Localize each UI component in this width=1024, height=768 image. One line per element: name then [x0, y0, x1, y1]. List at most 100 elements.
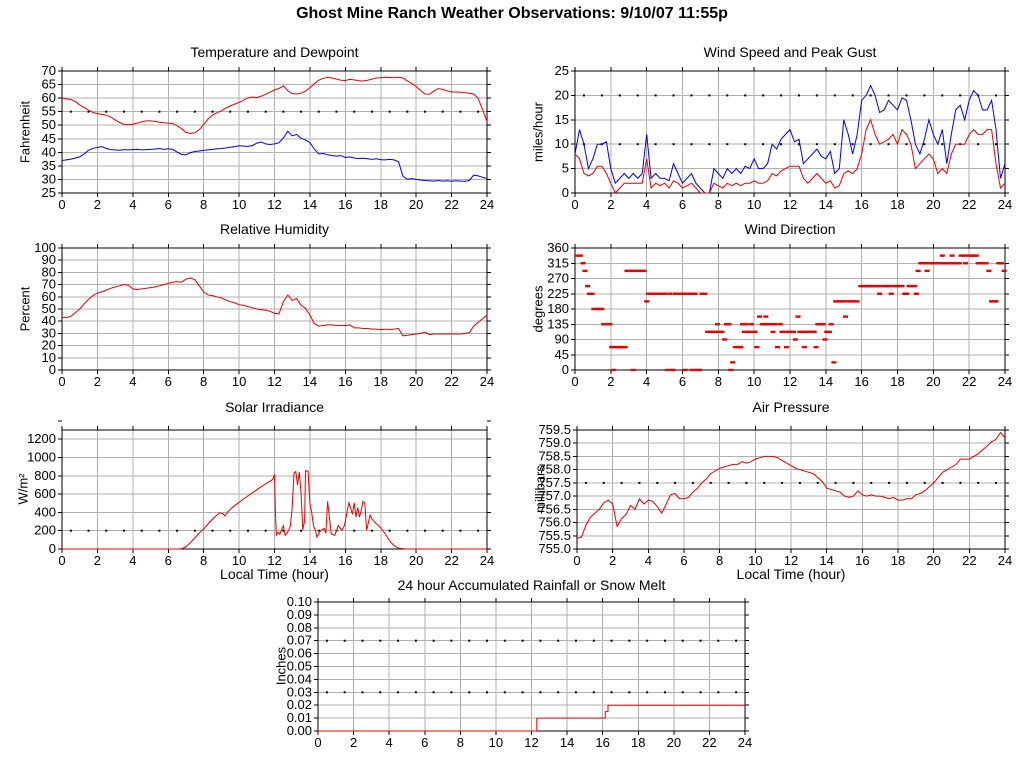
- svg-text:16: 16: [338, 553, 352, 568]
- wind-direction-chart-title: Wind Direction: [744, 221, 836, 237]
- svg-text:2: 2: [609, 553, 616, 568]
- svg-text:400: 400: [34, 504, 56, 519]
- svg-text:20: 20: [926, 197, 940, 212]
- svg-text:200: 200: [34, 523, 56, 538]
- svg-text:10: 10: [489, 735, 503, 750]
- svg-text:12: 12: [267, 197, 281, 212]
- svg-text:24: 24: [480, 374, 494, 389]
- svg-text:16: 16: [338, 374, 352, 389]
- svg-text:24: 24: [998, 553, 1012, 568]
- svg-text:16: 16: [854, 374, 868, 389]
- rainfall-chart-title: 24 hour Accumulated Rainfall or Snow Mel…: [397, 577, 666, 593]
- svg-text:20: 20: [409, 553, 423, 568]
- svg-text:8: 8: [715, 374, 722, 389]
- svg-text:8: 8: [457, 735, 464, 750]
- svg-text:4: 4: [129, 374, 136, 389]
- svg-text:756.5: 756.5: [538, 501, 571, 516]
- svg-text:0: 0: [58, 553, 65, 568]
- svg-text:10: 10: [232, 197, 246, 212]
- svg-text:0: 0: [562, 362, 569, 377]
- svg-text:1000: 1000: [27, 449, 56, 464]
- svg-text:20: 20: [409, 374, 423, 389]
- svg-text:758.0: 758.0: [538, 462, 571, 477]
- svg-text:70: 70: [42, 63, 56, 78]
- svg-text:2: 2: [350, 735, 357, 750]
- svg-text:10: 10: [232, 553, 246, 568]
- svg-text:70: 70: [42, 277, 56, 292]
- svg-text:20: 20: [409, 197, 423, 212]
- svg-text:0.01: 0.01: [287, 710, 312, 725]
- svg-text:8: 8: [715, 197, 722, 212]
- svg-text:0: 0: [58, 374, 65, 389]
- svg-text:18: 18: [890, 197, 904, 212]
- svg-text:8: 8: [200, 374, 207, 389]
- wind-speed-chart-title: Wind Speed and Peak Gust: [703, 44, 877, 60]
- svg-text:30: 30: [42, 325, 56, 340]
- svg-text:2: 2: [94, 374, 101, 389]
- svg-text:40: 40: [42, 313, 56, 328]
- svg-text:12: 12: [267, 374, 281, 389]
- svg-text:755.0: 755.0: [538, 541, 571, 556]
- svg-text:80: 80: [42, 264, 56, 279]
- svg-text:0.08: 0.08: [287, 620, 312, 635]
- svg-text:4: 4: [645, 553, 652, 568]
- svg-text:4: 4: [643, 197, 650, 212]
- svg-text:55: 55: [42, 104, 56, 119]
- svg-text:135: 135: [547, 316, 569, 331]
- svg-text:6: 6: [165, 197, 172, 212]
- svg-text:25: 25: [555, 63, 569, 78]
- svg-text:12: 12: [784, 553, 798, 568]
- humidity-chart-plot: 0 2 4 6 8 10 12 14 16 18 20 22 240102030405060708090…: [34, 240, 494, 389]
- svg-text:6: 6: [165, 553, 172, 568]
- svg-text:14: 14: [303, 197, 317, 212]
- temperature-chart-title: Temperature and Dewpoint: [190, 44, 359, 60]
- svg-text:12: 12: [783, 197, 797, 212]
- solar-chart-plot: 0 2 4 6 8 10 12 14 16 18 20 22 240200400600800100012…: [27, 420, 494, 568]
- svg-text:315: 315: [547, 255, 569, 270]
- svg-text:0.06: 0.06: [287, 646, 312, 661]
- svg-text:14: 14: [819, 374, 833, 389]
- svg-text:2: 2: [607, 374, 614, 389]
- svg-text:50: 50: [42, 301, 56, 316]
- svg-text:0: 0: [49, 541, 56, 556]
- svg-text:100: 100: [34, 240, 56, 255]
- svg-text:2: 2: [94, 197, 101, 212]
- svg-text:22: 22: [702, 735, 716, 750]
- svg-text:14: 14: [819, 553, 833, 568]
- svg-text:0: 0: [562, 185, 569, 200]
- svg-text:8: 8: [200, 553, 207, 568]
- wind-direction-chart-plot: 0 2 4 6 8 10 12 14 16 18 20 22 240459013518022527031…: [547, 240, 1012, 389]
- svg-text:0: 0: [58, 197, 65, 212]
- svg-text:225: 225: [547, 286, 569, 301]
- svg-text:757.5: 757.5: [538, 475, 571, 490]
- svg-text:10: 10: [747, 197, 761, 212]
- svg-text:0: 0: [314, 735, 321, 750]
- svg-text:60: 60: [42, 289, 56, 304]
- svg-text:12: 12: [267, 553, 281, 568]
- svg-text:0.09: 0.09: [287, 607, 312, 622]
- svg-text:24: 24: [998, 197, 1012, 212]
- svg-text:0.04: 0.04: [287, 671, 312, 686]
- svg-text:0.07: 0.07: [287, 633, 312, 648]
- svg-text:18: 18: [374, 374, 388, 389]
- svg-text:0: 0: [49, 362, 56, 377]
- svg-text:16: 16: [338, 197, 352, 212]
- svg-text:0: 0: [571, 197, 578, 212]
- svg-text:4: 4: [643, 374, 650, 389]
- svg-text:16: 16: [595, 735, 609, 750]
- svg-text:45: 45: [42, 131, 56, 146]
- svg-text:50: 50: [42, 117, 56, 132]
- svg-text:18: 18: [891, 553, 905, 568]
- svg-text:16: 16: [854, 197, 868, 212]
- svg-text:360: 360: [547, 240, 569, 255]
- svg-text:20: 20: [42, 338, 56, 353]
- svg-text:60: 60: [42, 90, 56, 105]
- svg-text:6: 6: [679, 197, 686, 212]
- svg-text:24: 24: [480, 553, 494, 568]
- rainfall-chart-plot: 0 2 4 6 8 10 12 14 16 18 20 22 240.000.010.020.030.0…: [287, 594, 753, 750]
- svg-text:10: 10: [748, 553, 762, 568]
- svg-text:2: 2: [94, 553, 101, 568]
- svg-text:4: 4: [129, 553, 136, 568]
